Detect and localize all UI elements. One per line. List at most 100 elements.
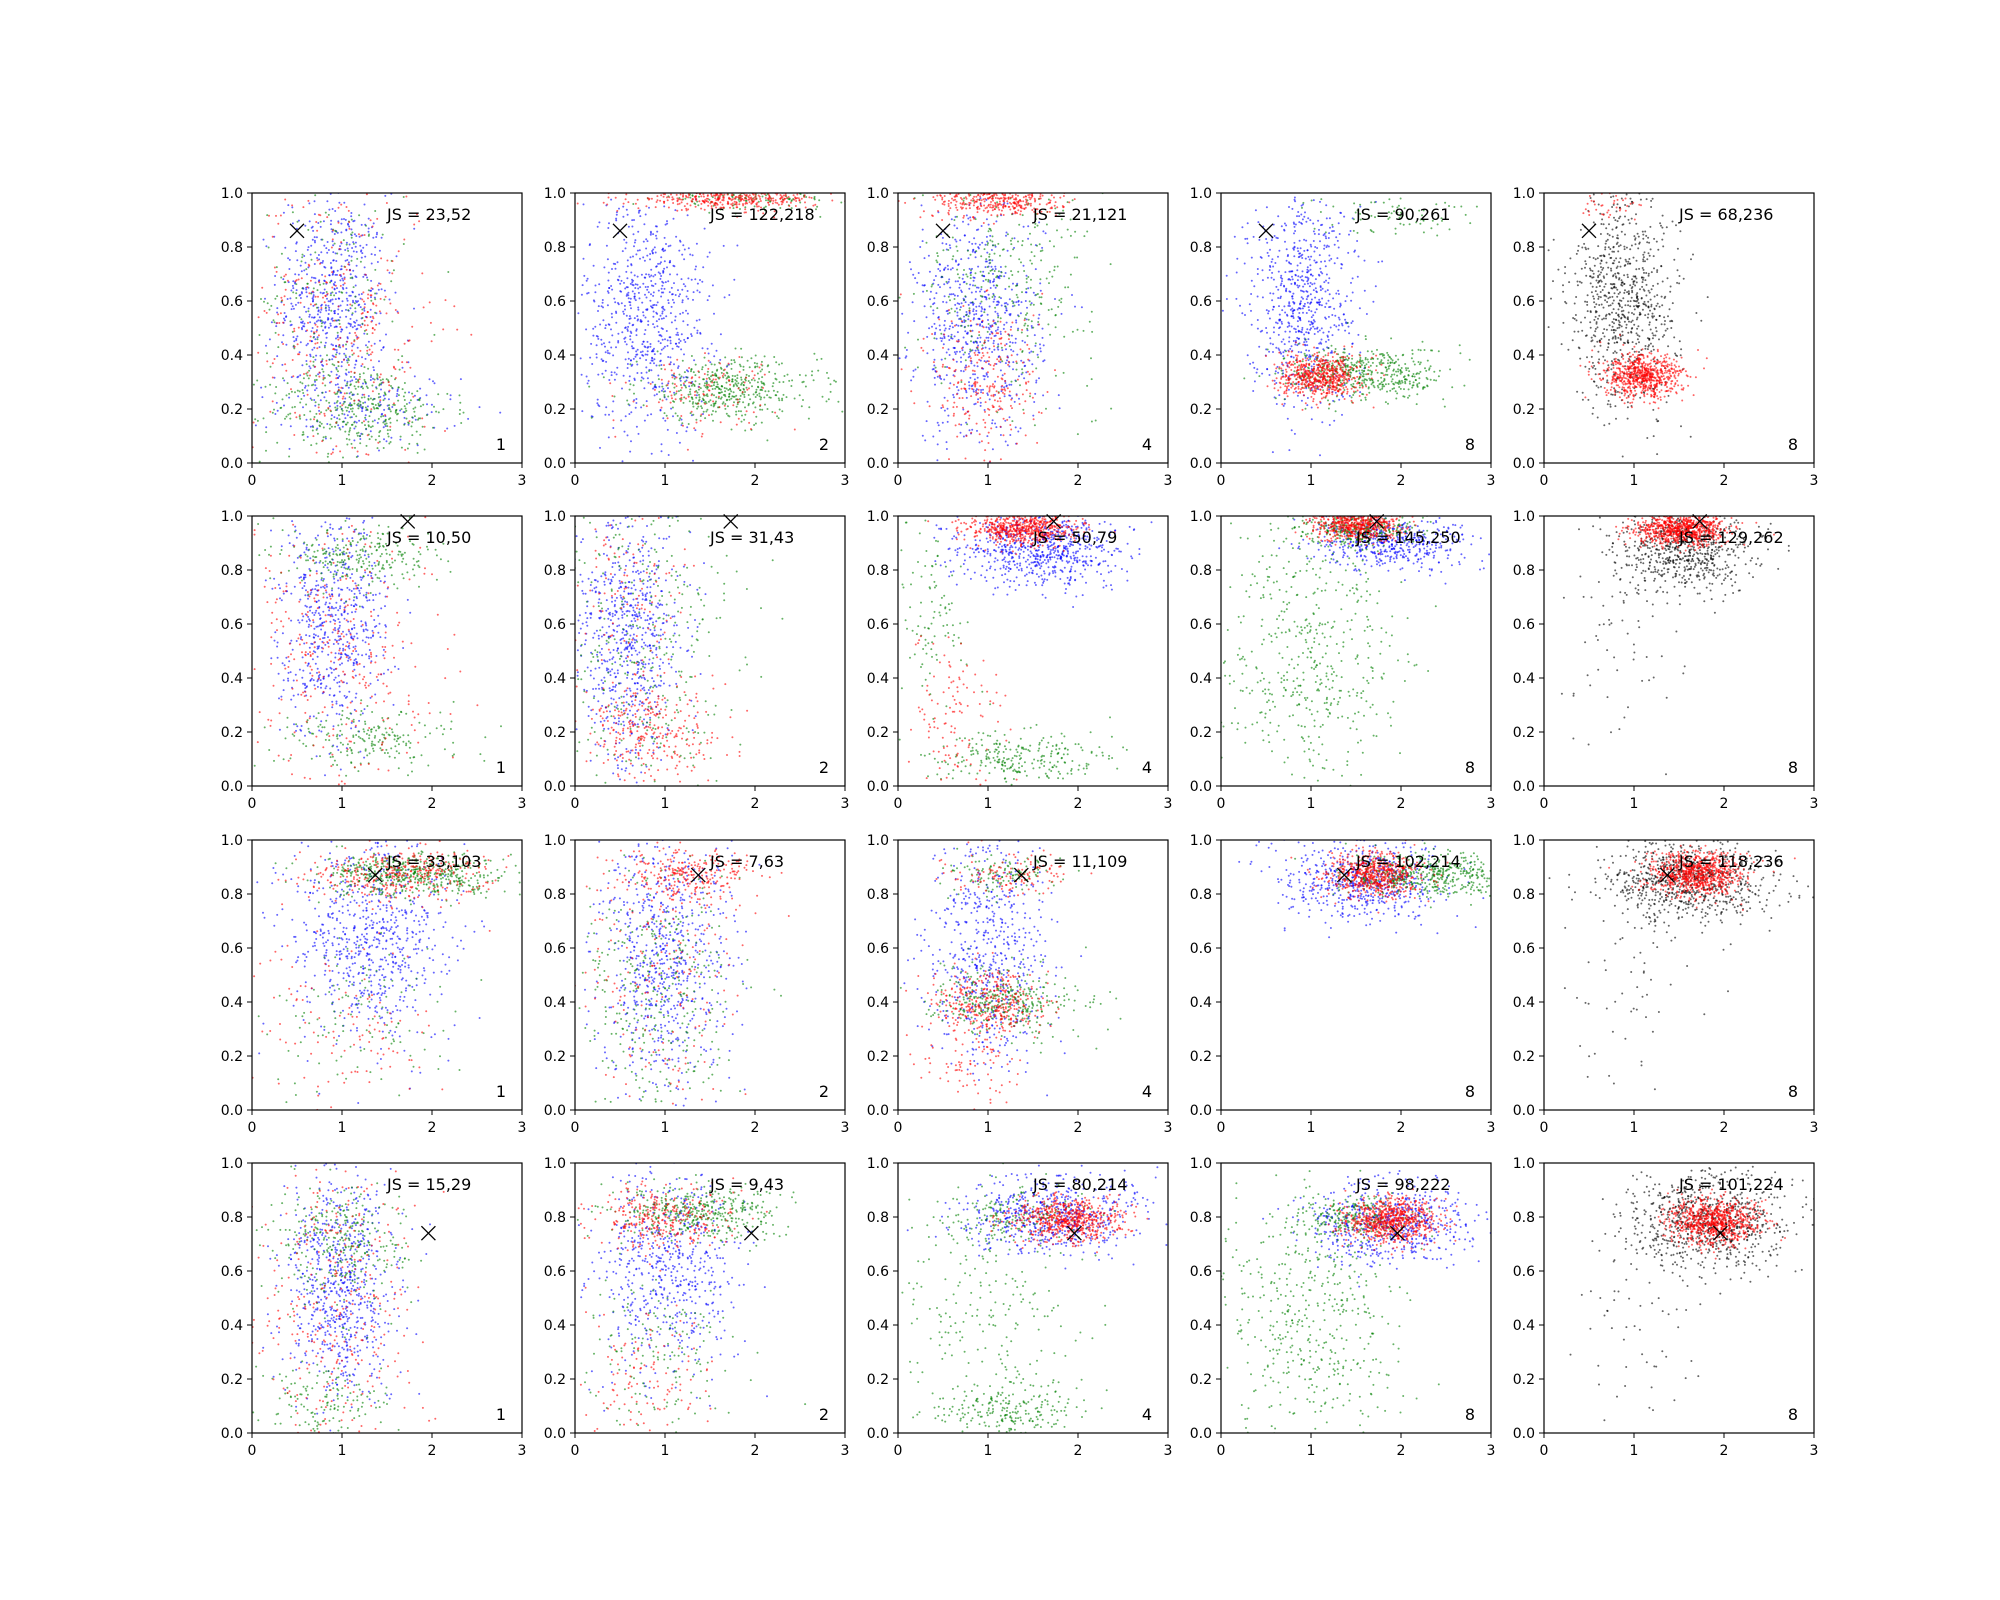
data-point: [1010, 188, 1012, 190]
data-point: [652, 323, 655, 326]
data-point: [1010, 348, 1013, 351]
data-point: [961, 349, 964, 352]
data-point: [1018, 223, 1021, 226]
data-point: [320, 251, 323, 254]
data-point: [339, 279, 342, 282]
data-point: [954, 204, 957, 206]
data-point: [967, 217, 970, 220]
data-point: [780, 184, 782, 186]
data-point: [954, 368, 957, 371]
data-point: [344, 266, 347, 268]
data-point: [347, 359, 350, 362]
data-point: [340, 231, 343, 234]
data-point: [265, 426, 268, 429]
data-point: [307, 199, 310, 202]
data-point: [659, 272, 662, 275]
data-point: [651, 250, 654, 252]
data-point: [756, 365, 759, 368]
data-point: [980, 205, 983, 208]
data-point: [1010, 243, 1013, 246]
data-point: [738, 398, 741, 401]
data-point: [705, 394, 708, 397]
data-point: [433, 405, 435, 408]
data-point: [1011, 305, 1014, 308]
data-point: [258, 460, 261, 463]
data-point: [1035, 208, 1038, 211]
data-point: [827, 398, 830, 401]
data-point: [609, 382, 612, 385]
data-point: [994, 380, 997, 383]
data-point: [359, 400, 362, 403]
data-point: [293, 340, 296, 343]
data-point: [1040, 296, 1043, 299]
data-point: [1058, 213, 1061, 215]
data-point: [984, 266, 987, 269]
data-point: [922, 349, 925, 352]
data-point: [760, 206, 762, 209]
data-point: [948, 278, 951, 281]
data-point: [340, 180, 342, 182]
data-point: [294, 250, 297, 253]
data-point: [710, 385, 713, 387]
data-point: [999, 361, 1002, 364]
data-point: [351, 231, 354, 234]
data-point: [383, 298, 386, 301]
data-point: [338, 274, 341, 277]
data-point: [982, 280, 985, 282]
data-point: [980, 310, 983, 313]
data-point: [625, 193, 628, 196]
data-point: [1006, 359, 1008, 362]
data-point: [898, 357, 901, 360]
data-point: [605, 406, 608, 409]
data-point: [1011, 212, 1014, 215]
data-point: [643, 223, 646, 226]
data-point: [667, 206, 670, 209]
data-point: [664, 419, 667, 422]
data-point: [931, 325, 933, 328]
data-point: [325, 309, 328, 312]
data-point: [1063, 335, 1066, 338]
data-point: [1011, 420, 1014, 423]
data-point: [1017, 201, 1020, 204]
data-point: [1064, 286, 1067, 289]
data-point: [1027, 276, 1030, 278]
data-point: [817, 369, 820, 372]
data-point: [996, 201, 999, 204]
data-point: [660, 317, 663, 320]
data-point: [1028, 196, 1031, 199]
data-point: [1010, 189, 1012, 191]
data-point: [997, 270, 1000, 273]
data-point: [714, 402, 717, 405]
data-point: [362, 275, 365, 278]
data-point: [981, 274, 984, 277]
data-point: [938, 429, 941, 432]
data-point: [1048, 189, 1050, 191]
data-point: [264, 297, 266, 300]
data-point: [938, 478, 940, 480]
data-point: [672, 202, 675, 204]
data-point: [993, 208, 996, 211]
data-point: [646, 414, 649, 417]
data-point: [973, 276, 976, 279]
data-point: [348, 332, 351, 335]
data-point: [934, 331, 937, 334]
data-point: [667, 356, 670, 358]
data-point: [298, 353, 301, 356]
data-point: [753, 374, 756, 377]
data-point: [597, 305, 600, 308]
data-point: [676, 199, 679, 202]
data-point: [740, 376, 743, 379]
data-point: [936, 307, 939, 310]
data-point: [607, 196, 610, 199]
data-point: [288, 455, 291, 458]
data-point: [1050, 206, 1053, 209]
data-point: [382, 421, 385, 424]
data-point: [1053, 245, 1055, 248]
data-point: [964, 295, 967, 298]
data-point: [1000, 275, 1003, 278]
data-point: [1003, 395, 1006, 398]
data-point: [947, 268, 950, 271]
data-point: [650, 268, 653, 271]
data-point: [1012, 361, 1015, 364]
data-point: [405, 195, 408, 198]
